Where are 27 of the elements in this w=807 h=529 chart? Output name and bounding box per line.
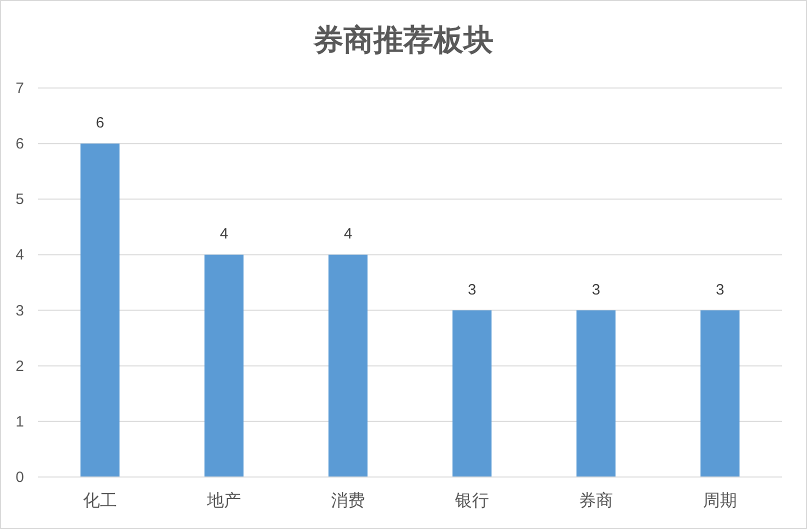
data-label: 3	[716, 281, 724, 298]
y-tick-label: 4	[16, 246, 24, 264]
data-label: 6	[96, 114, 104, 132]
x-tick-label: 消费	[331, 491, 365, 510]
data-label: 4	[344, 226, 352, 243]
bar	[576, 310, 616, 477]
data-label: 4	[220, 226, 228, 243]
y-tick-label: 2	[16, 358, 24, 375]
y-tick-label: 6	[16, 136, 24, 153]
bar	[700, 310, 740, 477]
x-tick-label: 券商	[579, 491, 613, 510]
x-tick-label: 银行	[454, 491, 489, 510]
y-tick-label: 5	[16, 191, 24, 208]
y-tick-label: 7	[16, 80, 24, 97]
bar	[452, 310, 492, 477]
bar	[80, 144, 120, 477]
bar	[204, 254, 244, 477]
x-tick-label: 周期	[703, 491, 737, 510]
y-tick-label: 0	[16, 469, 24, 486]
y-tick-label: 1	[16, 413, 24, 430]
bar	[328, 254, 368, 477]
y-tick-label: 3	[16, 302, 24, 320]
x-tick-label: 化工	[83, 491, 117, 510]
x-tick-label: 地产	[206, 491, 241, 510]
data-label: 3	[468, 281, 476, 298]
chart-title: 券商推荐板块	[312, 23, 494, 57]
data-label: 3	[592, 281, 600, 298]
